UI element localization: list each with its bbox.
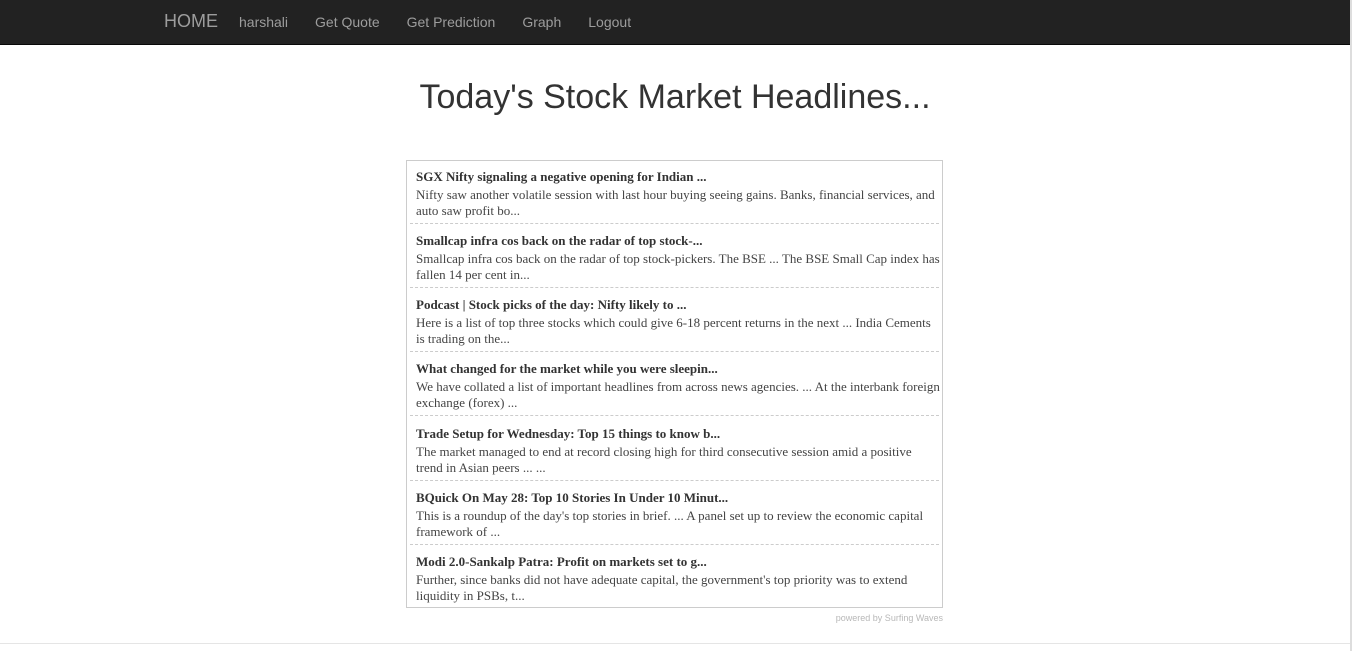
feed-headline[interactable]: BQuick On May 28: Top 10 Stories In Unde… xyxy=(416,490,729,505)
feed-description: We have collated a list of important hea… xyxy=(416,379,940,410)
nav-user-link[interactable]: harshali xyxy=(239,14,289,30)
nav-logout-link[interactable]: Logout xyxy=(588,14,632,30)
feed-item[interactable]: Podcast | Stock picks of the day: Nifty … xyxy=(410,289,939,352)
feed-description: Nifty saw another volatile session with … xyxy=(416,187,935,218)
feed-headline[interactable]: What changed for the market while you we… xyxy=(416,361,718,376)
feed-description: This is a roundup of the day's top stori… xyxy=(416,508,924,539)
page-title: Today's Stock Market Headlines... xyxy=(419,78,931,116)
feed-headline[interactable]: Podcast | Stock picks of the day: Nifty … xyxy=(416,297,687,312)
page-scrollbar[interactable] xyxy=(1350,0,1352,651)
feed-item[interactable]: Modi 2.0-Sankalp Patra: Profit on market… xyxy=(410,546,939,607)
top-navbar: HOME harshali Get Quote Get Prediction G… xyxy=(0,0,1350,45)
nav-get-quote-link[interactable]: Get Quote xyxy=(315,14,380,30)
nav-graph-link[interactable]: Graph xyxy=(522,14,562,30)
feed-item[interactable]: SGX Nifty signaling a negative opening f… xyxy=(410,161,939,224)
feed-description: The market managed to end at record clos… xyxy=(416,444,912,475)
feed-item[interactable]: What changed for the market while you we… xyxy=(410,353,940,416)
feed-item[interactable]: Trade Setup for Wednesday: Top 15 things… xyxy=(410,418,939,481)
feed-headline[interactable]: Smallcap infra cos back on the radar of … xyxy=(416,233,703,248)
nav-home-link[interactable]: HOME xyxy=(164,11,218,31)
nav-links: harshali Get Quote Get Prediction Graph … xyxy=(239,0,658,44)
powered-by-link[interactable]: powered by Surfing Waves xyxy=(835,613,943,623)
feed-headline[interactable]: Modi 2.0-Sankalp Patra: Profit on market… xyxy=(416,554,707,569)
footer-divider xyxy=(0,643,1350,644)
feed-headline[interactable]: Trade Setup for Wednesday: Top 15 things… xyxy=(416,426,721,441)
news-feed[interactable]: SGX Nifty signaling a negative opening f… xyxy=(406,160,943,608)
feed-description: Further, since banks did not have adequa… xyxy=(416,572,908,603)
feed-item[interactable]: BQuick On May 28: Top 10 Stories In Unde… xyxy=(410,482,939,545)
feed-description: Smallcap infra cos back on the radar of … xyxy=(416,251,940,282)
feed-item[interactable]: Smallcap infra cos back on the radar of … xyxy=(410,225,940,288)
nav-get-prediction-link[interactable]: Get Prediction xyxy=(406,14,496,30)
feed-description: Here is a list of top three stocks which… xyxy=(416,315,931,346)
feed-headline[interactable]: SGX Nifty signaling a negative opening f… xyxy=(416,169,707,184)
